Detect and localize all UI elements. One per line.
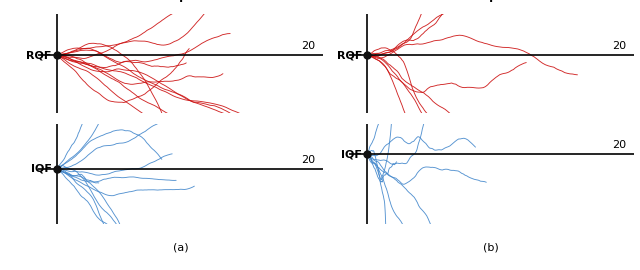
- Text: 20: 20: [612, 41, 626, 51]
- Text: 20: 20: [301, 41, 316, 51]
- Text: ·: ·: [178, 0, 184, 12]
- Text: RQF: RQF: [337, 50, 362, 60]
- Text: 20: 20: [301, 155, 316, 165]
- Text: RQF: RQF: [26, 50, 52, 60]
- Text: ·: ·: [488, 0, 494, 12]
- Text: 20: 20: [612, 140, 626, 150]
- Text: IQF: IQF: [341, 149, 362, 159]
- Text: (a): (a): [173, 243, 189, 253]
- Text: (b): (b): [483, 243, 499, 253]
- Text: IQF: IQF: [31, 164, 52, 174]
